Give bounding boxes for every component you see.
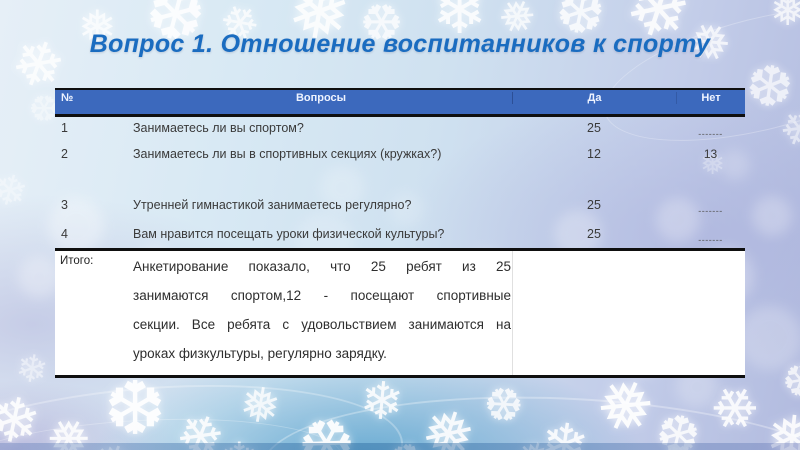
snowflake-icon: ❅ <box>770 0 800 35</box>
cell-question: Вам нравится посещать уроки физической к… <box>133 227 445 241</box>
snowflake-icon: ❄ <box>0 162 34 219</box>
cell-yes: 25 <box>587 227 601 241</box>
cell-yes: 12 <box>587 147 601 161</box>
snowflake-icon: ❅ <box>235 374 285 438</box>
cell-number: 4 <box>61 227 68 241</box>
table-row: 1 Занимаетесь ли вы спортом? 25 ------- <box>55 117 745 143</box>
snowflake-icon: ❅ <box>510 430 557 450</box>
snowflake-icon: ❄ <box>771 96 800 162</box>
total-empty-cell <box>512 251 745 375</box>
snowflake-icon: ❅ <box>582 359 667 450</box>
cell-no: 13 <box>703 147 718 161</box>
snowflake-icon: ❆ <box>647 430 710 450</box>
snowflake-icon: ❆ <box>741 52 798 123</box>
cell-no: ------- <box>698 129 723 139</box>
snowflake-icon: ❅ <box>762 399 800 450</box>
swirl-line <box>0 365 410 450</box>
cell-number: 2 <box>61 147 68 161</box>
swirl-line <box>255 381 800 450</box>
slide-title: Вопрос 1. Отношение воспитанников к спор… <box>89 30 711 58</box>
summary-line: секции. Все ребята с удовольствием заним… <box>133 317 511 332</box>
table-header-row: № Вопросы Да Нет <box>55 88 745 117</box>
total-summary: Анкетирование показало, что 25 ребят из … <box>130 251 512 375</box>
swirl-line <box>0 409 345 450</box>
cell-number: 1 <box>61 121 68 135</box>
snowflake-icon: ❄ <box>696 367 773 450</box>
snowflake-icon: ❅ <box>84 431 141 450</box>
snowflake-icon: ❆ <box>774 351 800 412</box>
snowflake-icon: ❆ <box>104 366 167 450</box>
bokeh-circle <box>18 256 60 298</box>
table-row: 2 Занимаетесь ли вы в спортивных секциях… <box>55 143 745 194</box>
snowflake-icon: ❆ <box>649 401 707 450</box>
snowflake-icon: ❄ <box>535 407 594 450</box>
header-cell-questions: Вопросы <box>295 92 347 104</box>
snowflake-icon: ❄ <box>12 344 52 394</box>
snowflake-icon: ❆ <box>472 371 535 439</box>
cell-no: ------- <box>698 235 723 245</box>
table-row: 4 Вам нравится посещать уроки физической… <box>55 223 745 248</box>
cell-yes: 25 <box>587 198 601 212</box>
cell-number: 3 <box>61 198 68 212</box>
summary-line: Анкетирование показало, что 25 ребят из … <box>133 259 511 274</box>
cell-question: Занимаетесь ли вы в спортивных секциях (… <box>133 147 442 161</box>
header-cell-no: Нет <box>676 92 745 104</box>
snowflake-icon: ❄ <box>357 370 407 434</box>
bokeh-circle <box>738 306 800 370</box>
header-cell-yes: Да <box>512 92 676 104</box>
cell-question: Занимаетесь ли вы спортом? <box>133 121 304 135</box>
summary-line: уроках физкультуры, регулярно зарядку. <box>133 346 387 361</box>
snowflake-icon: ❄ <box>165 398 234 450</box>
summary-line: занимаются спортом,12 - посещают спортив… <box>133 288 511 303</box>
total-row: Итого: Анкетирование показало, что 25 ре… <box>55 248 745 378</box>
table-row: 3 Утренней гимнастикой занимаетесь регул… <box>55 194 745 223</box>
snowflake-icon: ❄ <box>0 379 48 450</box>
bokeh-circle <box>752 196 792 236</box>
survey-table: № Вопросы Да Нет 1 Занимаетесь ли вы спо… <box>55 88 745 378</box>
cell-question: Утренней гимнастикой занимаетесь регуляр… <box>133 198 412 212</box>
total-label: Итого: <box>60 255 94 267</box>
snowflake-icon: ❄ <box>220 436 259 450</box>
cell-no: ------- <box>698 206 723 216</box>
snowflake-icon: ❅ <box>33 403 102 450</box>
snowflake-icon: ❅ <box>412 391 485 450</box>
header-cell-number: № <box>61 92 74 104</box>
cell-yes: 25 <box>587 121 601 135</box>
snowflake-icon: ❆ <box>283 397 369 450</box>
snowflake-icon: ❆ <box>383 433 430 450</box>
